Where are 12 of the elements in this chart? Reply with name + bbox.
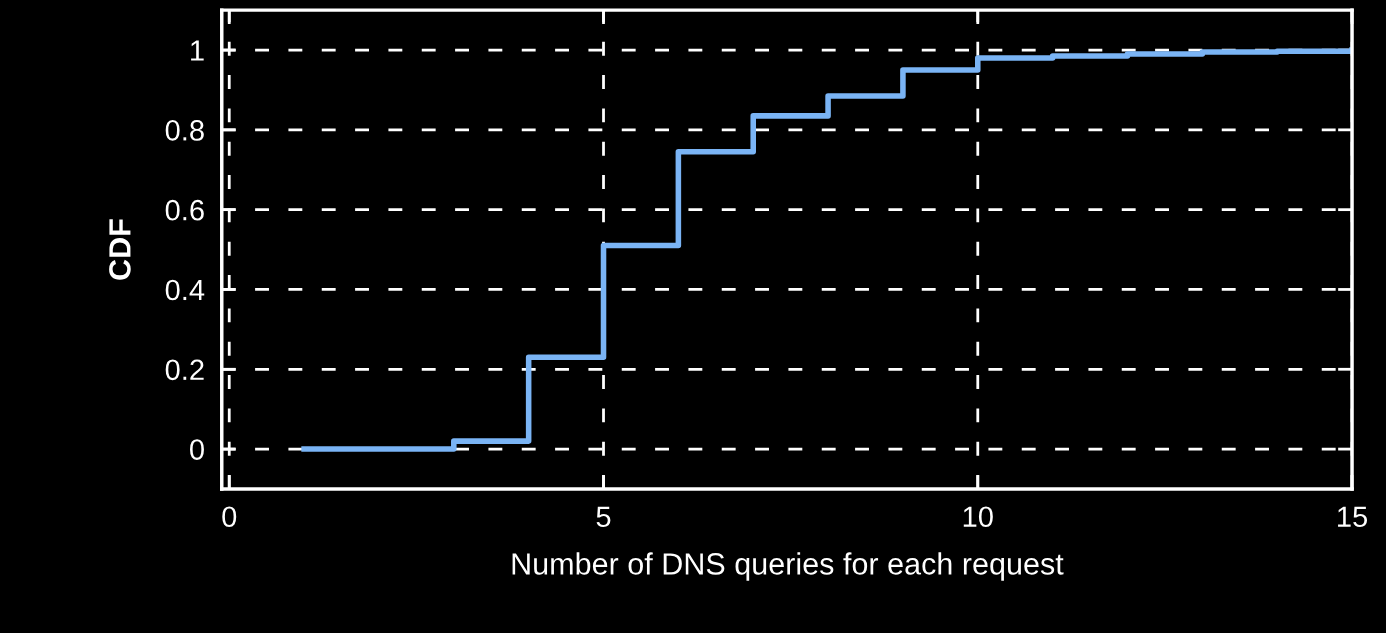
y-tick-label: 0: [190, 439, 204, 460]
y-tick-label: 0.8: [165, 120, 204, 141]
y-tick-label: 1: [191, 40, 204, 61]
x-tick-label: 5: [596, 506, 611, 528]
y-tick-label: 0.4: [165, 279, 205, 301]
x-tick-label: 15: [1338, 506, 1368, 528]
y-axis-title: CDF: [109, 219, 131, 280]
x-tick-label: 10: [963, 506, 993, 528]
x-axis-title: Number of DNS queries for each request: [512, 552, 1064, 581]
x-tick-label: 0: [222, 506, 237, 528]
y-tick-label: 0.2: [165, 359, 204, 381]
y-tick-label: 0.6: [165, 199, 204, 221]
